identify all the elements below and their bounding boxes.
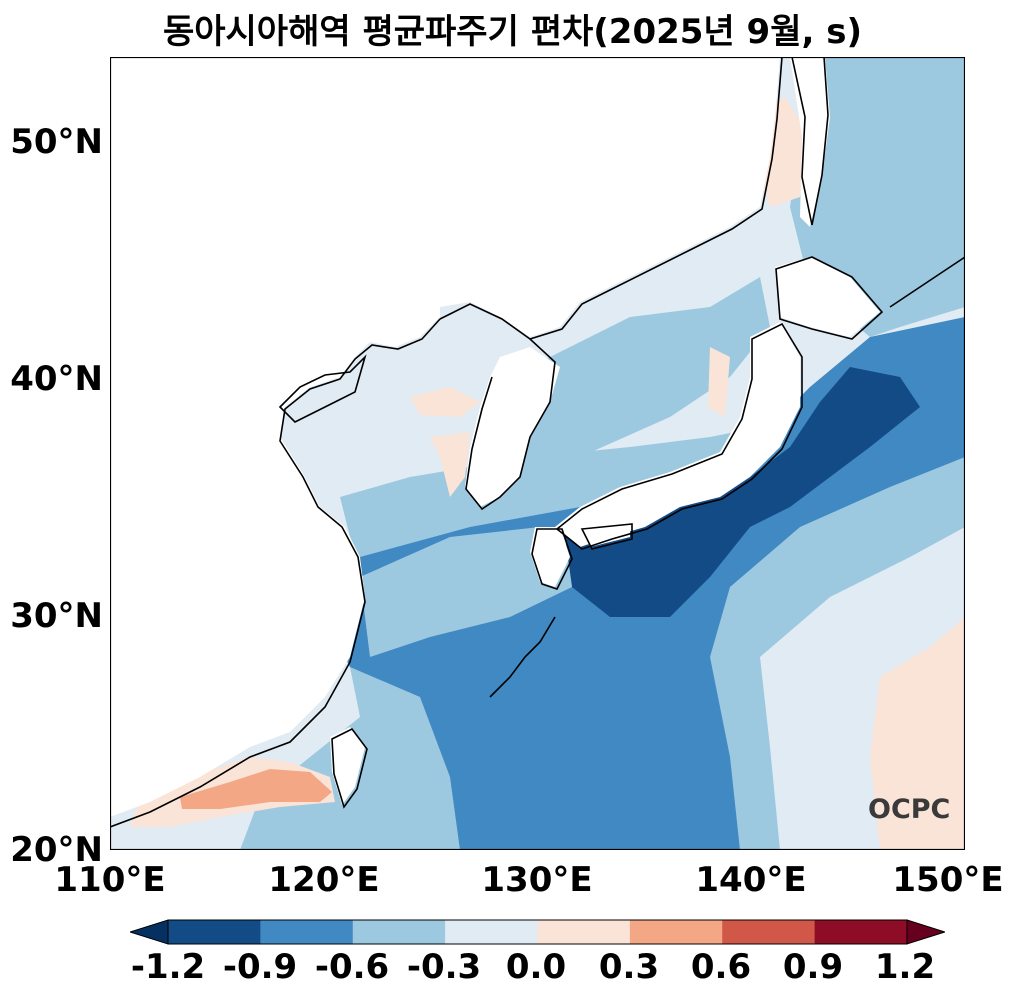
land-kyushu	[530, 527, 570, 587]
colorbar-tick-label: 0.3	[598, 947, 660, 987]
y-tick-label-30n: 30°N	[10, 596, 103, 636]
land-taiwan	[330, 727, 365, 805]
coastline-bohai	[278, 354, 367, 423]
colorbar-segment	[352, 920, 446, 944]
land-hokkaido	[775, 257, 880, 337]
coastline-taiwan	[331, 727, 368, 809]
y-tick-label-40n: 40°N	[10, 359, 103, 399]
coastline-kurils	[889, 256, 965, 308]
colorbar-tick-label: 0.9	[782, 947, 844, 987]
x-tick-label-150e: 150°E	[892, 860, 1004, 900]
coastline-china	[110, 318, 441, 828]
coastline-korea	[439, 303, 556, 511]
colorbar-segment	[445, 920, 538, 944]
coastline-russia	[529, 57, 783, 340]
colorbar	[130, 919, 945, 945]
colorbar-tick-label: -0.6	[314, 947, 390, 987]
colorbar-tick-label: 0.6	[690, 947, 752, 987]
colorbar-segment	[168, 920, 261, 944]
colorbar-segment	[722, 920, 816, 944]
colorbar-segments	[168, 920, 908, 944]
land-asia-mainland	[110, 57, 780, 817]
map-border	[110, 57, 965, 850]
colorbar-extend-low	[130, 919, 169, 945]
anomaly-band-east-sea	[500, 277, 770, 477]
anomaly-positive-hokkaido-inland	[708, 347, 730, 417]
anomaly-positive-korea	[430, 432, 470, 497]
coastline-sakhalin	[791, 57, 829, 226]
colorbar-border	[167, 919, 908, 945]
colorbar-tick-label: -1.2	[130, 947, 206, 987]
colorbar-tick-label: 1.2	[874, 947, 936, 987]
ocpc-logo: OCPC	[868, 794, 951, 825]
x-tick-label-110e: 110°E	[54, 860, 166, 900]
colorbar-segment	[629, 920, 723, 944]
colorbar-tick-label: -0.3	[406, 947, 482, 987]
coastline-shikoku	[580, 523, 633, 550]
anomaly-band-very-strong	[565, 367, 920, 617]
land-japan-honshu	[555, 322, 800, 547]
y-tick-label-20n: 20°N	[10, 830, 103, 870]
colorbar-extend-high	[906, 919, 945, 945]
coastlines	[110, 57, 965, 828]
coastline-hokkaido	[775, 256, 884, 340]
colorbar-tick-label: -0.9	[222, 947, 298, 987]
anomaly-positive-southeast	[870, 617, 965, 850]
map-title: 동아시아해역 평균파주기 편차(2025년 9월, s)	[162, 12, 863, 52]
coastline-kyushu	[531, 528, 573, 590]
colorbar-segment	[814, 920, 908, 944]
x-tick-label-120e: 120°E	[268, 860, 380, 900]
map-panel	[110, 57, 965, 850]
anomaly-positive-strong-south-china	[180, 769, 332, 809]
x-tick-label-140e: 140°E	[695, 860, 807, 900]
coastline-honshu	[555, 322, 803, 550]
y-tick-label-50n: 50°N	[10, 122, 103, 162]
coastline-ryukyu	[489, 616, 556, 698]
anomaly-positive-bohai	[410, 387, 480, 417]
colorbar-segment	[260, 920, 354, 944]
colorbar-tick-label: 0.0	[505, 947, 567, 987]
anomaly-band-yellow-sea	[360, 527, 572, 657]
colorbar-segment	[537, 920, 631, 944]
x-tick-label-130e: 130°E	[481, 860, 593, 900]
